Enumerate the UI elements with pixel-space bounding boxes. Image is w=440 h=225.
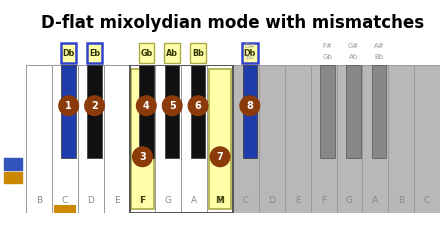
Bar bbox=[388, 65, 414, 213]
Text: 3: 3 bbox=[139, 152, 146, 162]
Text: C: C bbox=[424, 196, 430, 205]
Text: B: B bbox=[217, 196, 223, 205]
Text: D#: D# bbox=[244, 43, 255, 50]
Bar bbox=[129, 65, 155, 213]
Text: G: G bbox=[346, 196, 353, 205]
Text: 4: 4 bbox=[143, 101, 150, 111]
Text: M: M bbox=[216, 196, 224, 205]
Text: Eb: Eb bbox=[89, 49, 100, 58]
Text: D: D bbox=[268, 196, 275, 205]
Bar bbox=[87, 43, 103, 63]
Bar bbox=[242, 65, 257, 158]
Text: Db: Db bbox=[62, 49, 75, 58]
Bar bbox=[139, 43, 154, 63]
Ellipse shape bbox=[161, 95, 183, 116]
Bar bbox=[259, 65, 285, 213]
Bar bbox=[337, 65, 363, 213]
Bar bbox=[191, 43, 206, 63]
Text: D-flat mixolydian mode with mismatches: D-flat mixolydian mode with mismatches bbox=[41, 14, 425, 32]
Bar bbox=[87, 65, 102, 158]
Text: B: B bbox=[36, 196, 42, 205]
Text: F: F bbox=[321, 196, 326, 205]
Ellipse shape bbox=[239, 95, 260, 116]
Bar bbox=[165, 43, 180, 63]
Bar bbox=[104, 65, 129, 213]
Text: E: E bbox=[114, 196, 119, 205]
Bar bbox=[363, 65, 388, 213]
Text: F#: F# bbox=[323, 43, 332, 50]
Ellipse shape bbox=[84, 95, 105, 116]
Text: Bb: Bb bbox=[192, 49, 204, 58]
Text: A: A bbox=[372, 196, 378, 205]
Bar bbox=[320, 65, 335, 158]
Bar bbox=[61, 43, 77, 63]
Ellipse shape bbox=[187, 95, 209, 116]
Text: 8: 8 bbox=[246, 101, 253, 111]
Text: F: F bbox=[139, 196, 146, 205]
Ellipse shape bbox=[136, 95, 157, 116]
Text: Gb: Gb bbox=[323, 54, 332, 60]
Bar bbox=[233, 65, 259, 213]
Bar bbox=[181, 65, 207, 213]
Text: C: C bbox=[243, 196, 249, 205]
Text: basicmusictheory.com: basicmusictheory.com bbox=[11, 80, 15, 145]
Text: D: D bbox=[87, 196, 94, 205]
Bar bbox=[311, 65, 337, 213]
Bar bbox=[129, 65, 233, 213]
Text: G#: G# bbox=[348, 43, 359, 50]
Bar bbox=[155, 65, 181, 213]
Text: Gb: Gb bbox=[140, 49, 152, 58]
Ellipse shape bbox=[209, 146, 231, 167]
Text: A#: A# bbox=[374, 43, 385, 50]
Bar bbox=[207, 65, 233, 213]
Text: E: E bbox=[295, 196, 301, 205]
Bar bbox=[209, 70, 231, 209]
Bar bbox=[414, 65, 440, 213]
Text: A: A bbox=[191, 196, 197, 205]
Bar bbox=[131, 70, 154, 209]
Bar bbox=[242, 43, 257, 63]
Ellipse shape bbox=[58, 95, 79, 116]
Bar bbox=[139, 65, 154, 158]
Bar bbox=[4, 172, 22, 183]
Text: 5: 5 bbox=[169, 101, 176, 111]
Bar bbox=[346, 65, 360, 158]
Text: F: F bbox=[140, 196, 145, 205]
Text: Db: Db bbox=[244, 49, 256, 58]
Bar bbox=[52, 65, 78, 213]
Bar bbox=[372, 65, 386, 158]
Ellipse shape bbox=[132, 146, 153, 167]
Text: B: B bbox=[398, 196, 404, 205]
Text: G: G bbox=[165, 196, 172, 205]
Bar bbox=[54, 205, 76, 213]
Bar bbox=[78, 65, 104, 213]
Text: Eb: Eb bbox=[246, 54, 254, 60]
Bar bbox=[4, 158, 22, 170]
Text: 1: 1 bbox=[65, 101, 72, 111]
Bar bbox=[62, 65, 76, 158]
Text: Ab: Ab bbox=[166, 49, 178, 58]
Text: 2: 2 bbox=[91, 101, 98, 111]
Text: Bb: Bb bbox=[374, 54, 384, 60]
Bar bbox=[165, 65, 180, 158]
Bar bbox=[26, 65, 52, 213]
Text: 7: 7 bbox=[216, 152, 224, 162]
Bar bbox=[285, 65, 311, 213]
Bar bbox=[191, 65, 205, 158]
Text: 6: 6 bbox=[194, 101, 202, 111]
Text: C: C bbox=[62, 196, 68, 205]
Text: Ab: Ab bbox=[349, 54, 358, 60]
